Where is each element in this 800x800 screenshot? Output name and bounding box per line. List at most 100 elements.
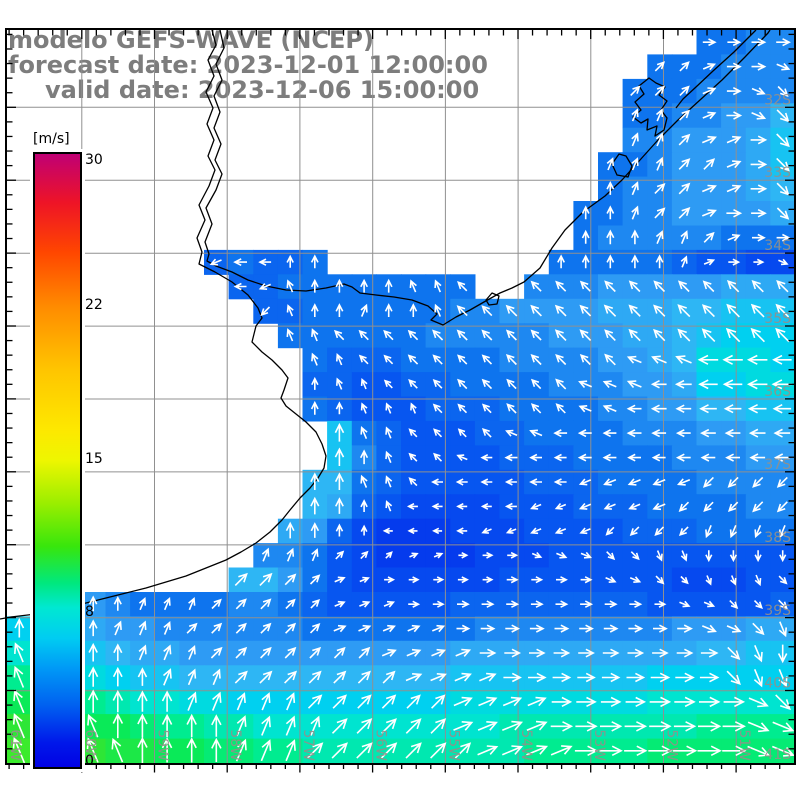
wind-direction-arrow xyxy=(655,254,664,269)
wind-direction-arrow xyxy=(506,576,519,584)
wind-direction-arrow xyxy=(678,501,690,512)
wind-direction-arrow xyxy=(481,329,493,341)
wind-direction-arrow xyxy=(554,329,567,341)
wind-direction-arrow xyxy=(554,527,567,535)
wind-direction-arrow xyxy=(722,745,747,757)
wind-direction-arrow xyxy=(360,377,368,390)
wind-direction-arrow xyxy=(697,745,722,757)
wind-direction-arrow xyxy=(138,596,147,611)
wind-direction-arrow xyxy=(601,672,621,683)
wind-direction-arrow xyxy=(678,207,691,219)
wind-direction-arrow xyxy=(138,620,147,636)
wind-direction-arrow xyxy=(311,548,319,562)
wind-direction-arrow xyxy=(604,329,616,341)
wind-direction-arrow xyxy=(529,478,542,486)
wind-direction-arrow xyxy=(335,523,344,537)
wind-direction-arrow xyxy=(602,404,617,413)
wind-direction-arrow xyxy=(603,478,617,486)
wind-direction-arrow xyxy=(552,672,572,683)
longitude-label: 58W xyxy=(227,729,243,761)
wind-direction-arrow xyxy=(751,87,766,95)
wind-direction-arrow xyxy=(551,696,573,708)
wind-direction-arrow xyxy=(606,229,615,245)
wind-direction-arrow xyxy=(630,551,640,561)
wind-direction-arrow xyxy=(235,646,248,659)
wind-direction-arrow xyxy=(727,234,741,242)
longitude-label: 59W xyxy=(155,729,171,761)
wind-direction-arrow xyxy=(385,402,393,414)
wind-direction-arrow xyxy=(161,713,173,738)
wind-direction-arrow xyxy=(455,478,468,486)
wind-direction-arrow xyxy=(625,696,647,708)
wind-direction-arrow xyxy=(434,279,442,293)
title-block: modelo GEFS-WAVE (NCEP) forecast date: 2… xyxy=(8,26,488,104)
wind-direction-arrow xyxy=(310,278,319,293)
wind-direction-arrow xyxy=(334,422,345,442)
colorbar-tick-label: 30 xyxy=(85,152,103,168)
wind-direction-arrow xyxy=(334,447,345,466)
wind-direction-arrow xyxy=(13,665,25,688)
wind-direction-arrow xyxy=(628,304,641,317)
wind-direction-arrow xyxy=(705,524,713,539)
wind-direction-arrow xyxy=(356,742,373,759)
wind-direction-arrow xyxy=(260,306,271,317)
forecast-date: forecast date: 2023-12-01 12:00:00 xyxy=(8,51,488,79)
wind-direction-arrow xyxy=(578,502,592,510)
wind-direction-arrow xyxy=(384,303,393,317)
wind-direction-arrow xyxy=(502,696,523,707)
wind-direction-arrow xyxy=(285,739,296,762)
wind-direction-arrow xyxy=(431,694,446,709)
wind-direction-arrow xyxy=(529,624,545,633)
wind-direction-arrow xyxy=(628,502,641,510)
wind-direction-arrow xyxy=(331,718,348,734)
wind-direction-arrow xyxy=(653,304,666,317)
wind-direction-arrow xyxy=(729,550,738,563)
wind-direction-arrow xyxy=(259,572,273,586)
wind-direction-arrow xyxy=(481,354,493,365)
wind-direction-arrow xyxy=(505,527,517,534)
wind-direction-arrow xyxy=(408,428,418,438)
wind-direction-arrow xyxy=(722,354,743,365)
wind-direction-arrow xyxy=(778,599,788,610)
wind-direction-arrow xyxy=(234,670,248,684)
wind-direction-arrow xyxy=(285,622,297,634)
wind-direction-arrow xyxy=(648,745,673,757)
wind-direction-arrow xyxy=(233,258,247,267)
wind-direction-arrow xyxy=(14,617,25,638)
wind-direction-arrow xyxy=(606,157,614,171)
coastline xyxy=(632,77,668,137)
wind-direction-arrow xyxy=(335,303,344,317)
wind-direction-arrow xyxy=(602,648,620,658)
wind-direction-arrow xyxy=(651,453,666,462)
wind-direction-arrow xyxy=(506,403,517,414)
wind-direction-arrow xyxy=(385,426,393,439)
wind-direction-arrow xyxy=(310,496,320,515)
wind-direction-arrow xyxy=(776,182,790,196)
wind-direction-arrow xyxy=(480,478,493,486)
wind-direction-arrow xyxy=(432,329,444,341)
wind-direction-arrow xyxy=(751,280,764,293)
wind-direction-arrow xyxy=(779,524,787,539)
wind-direction-arrow xyxy=(775,694,791,711)
wind-direction-arrow xyxy=(112,666,123,687)
wind-direction-arrow xyxy=(430,673,447,682)
wind-direction-arrow xyxy=(772,721,794,733)
wind-direction-arrow xyxy=(676,648,694,658)
wind-direction-arrow xyxy=(581,254,590,269)
coastline xyxy=(611,153,633,178)
wind-direction-arrow xyxy=(88,595,98,612)
wind-direction-arrow xyxy=(433,552,444,559)
wind-direction-arrow xyxy=(631,181,639,196)
wind-direction-arrow xyxy=(431,624,446,633)
wind-direction-arrow xyxy=(310,303,319,317)
wind-direction-arrow xyxy=(530,378,542,390)
wind-direction-arrow xyxy=(776,62,791,71)
wind-direction-arrow xyxy=(728,258,741,266)
model-title: modelo GEFS-WAVE (NCEP) xyxy=(8,26,374,54)
wind-direction-arrow xyxy=(604,353,616,366)
wind-direction-arrow xyxy=(456,329,468,341)
wind-direction-arrow xyxy=(553,648,571,658)
colorbar-tick-label: 0 xyxy=(85,753,94,769)
wind-direction-arrow xyxy=(654,182,666,194)
wind-direction-arrow xyxy=(360,278,369,293)
